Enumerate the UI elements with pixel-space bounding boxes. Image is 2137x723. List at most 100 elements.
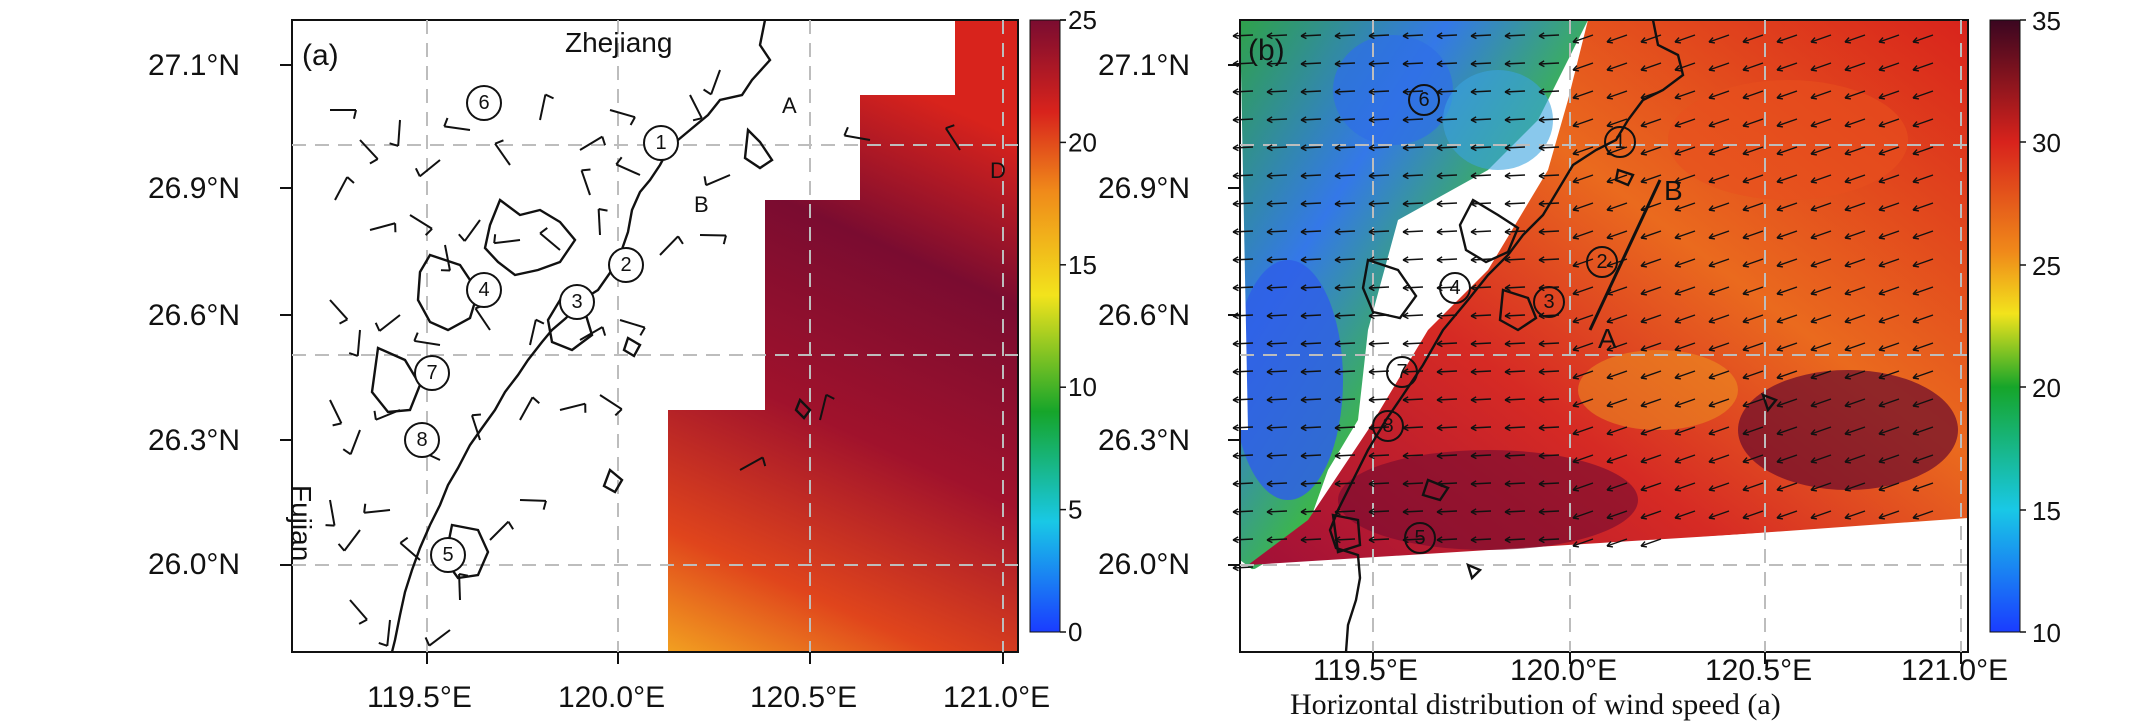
wind-vector-head bbox=[1402, 315, 1409, 320]
wind-vector-head bbox=[1606, 65, 1612, 71]
wind-vector bbox=[1810, 90, 1832, 99]
wind-vector-head bbox=[1742, 429, 1748, 435]
wind-vector-head bbox=[1504, 452, 1511, 457]
wind-barb bbox=[458, 573, 461, 601]
wind-vector-head bbox=[1640, 69, 1648, 72]
wind-vector bbox=[1606, 398, 1628, 407]
wind-vector bbox=[1334, 118, 1356, 121]
wind-vector bbox=[1232, 286, 1254, 289]
wind-vector bbox=[1232, 118, 1254, 121]
wind-vector bbox=[1300, 510, 1322, 513]
wind-barb bbox=[494, 239, 521, 245]
wind-vector-head bbox=[1742, 65, 1748, 71]
wind-vector bbox=[1572, 482, 1594, 491]
wind-vector-head bbox=[1572, 513, 1578, 519]
wind-vector-head bbox=[1538, 60, 1545, 65]
wind-vector-head bbox=[1402, 32, 1409, 37]
wind-vector bbox=[1640, 314, 1662, 323]
wind-vector-head bbox=[1572, 65, 1578, 71]
wind-vector-head bbox=[1436, 399, 1443, 404]
wind-vector-head bbox=[1878, 181, 1886, 184]
svg-text:7: 7 bbox=[1396, 361, 1407, 383]
wind-vector-head bbox=[1674, 317, 1680, 323]
wind-vector bbox=[1504, 342, 1526, 345]
wind-vector-head bbox=[1334, 144, 1341, 149]
wind-vector-head bbox=[1912, 265, 1920, 268]
wind-vector-head bbox=[1436, 231, 1443, 236]
wind-vector bbox=[1266, 118, 1288, 121]
wind-vector bbox=[1300, 538, 1322, 541]
wind-vector-head bbox=[1776, 349, 1784, 352]
wind-vector-head bbox=[1674, 209, 1682, 212]
wind-vector-head bbox=[1436, 172, 1443, 177]
wind-vector bbox=[1606, 370, 1628, 379]
wind-vector-head bbox=[1776, 489, 1784, 492]
wind-vector-head bbox=[1538, 343, 1545, 348]
wind-vector bbox=[1300, 482, 1322, 485]
wind-vector-head bbox=[1912, 373, 1918, 379]
wind-vector-head bbox=[1402, 340, 1409, 345]
wind-vector-head bbox=[1844, 513, 1850, 519]
wind-vector bbox=[1844, 34, 1866, 43]
wind-vector-head bbox=[1572, 41, 1580, 44]
wind-vector-head bbox=[1640, 321, 1648, 324]
wind-vector bbox=[1606, 538, 1628, 547]
wind-vector-head bbox=[1368, 371, 1375, 376]
wind-vector-head bbox=[1436, 480, 1443, 485]
wind-vector-head bbox=[1776, 345, 1782, 351]
wind-vector-head bbox=[1402, 371, 1409, 376]
wind-vector bbox=[1742, 398, 1764, 407]
wind-vector-head bbox=[1436, 116, 1443, 121]
wind-vector bbox=[1674, 146, 1696, 155]
wind-vector-head bbox=[1470, 455, 1477, 460]
wind-vector-head bbox=[1402, 427, 1409, 432]
wind-vector-head bbox=[1572, 373, 1578, 379]
wind-vector bbox=[1674, 398, 1696, 407]
wind-vector-head bbox=[1538, 368, 1545, 373]
longitude-ticks: 119.5°E 120.0°E 120.5°E 121.0°E bbox=[367, 681, 1050, 714]
wind-vector-head bbox=[1810, 433, 1818, 436]
wind-barb-feather bbox=[639, 327, 646, 336]
wind-vector bbox=[1708, 454, 1730, 463]
wind-barb bbox=[386, 619, 391, 646]
wind-barb bbox=[844, 134, 871, 141]
wind-vector-head bbox=[1504, 511, 1511, 516]
wind-vector-head bbox=[1266, 511, 1273, 516]
wind-barb-feather bbox=[342, 448, 352, 456]
wind-vector-head bbox=[1708, 289, 1714, 295]
wind-vector-head bbox=[1708, 41, 1716, 44]
wind-vector-head bbox=[1504, 315, 1511, 320]
wind-vector-head bbox=[1572, 429, 1578, 435]
wind-vector-head bbox=[1436, 147, 1443, 152]
svg-text:8: 8 bbox=[1382, 415, 1393, 437]
wind-vector-head bbox=[1640, 401, 1646, 407]
wind-vector bbox=[1878, 482, 1900, 491]
wind-vector bbox=[1538, 202, 1560, 205]
wind-vector bbox=[1912, 90, 1934, 99]
wind-vector-head bbox=[1538, 455, 1545, 460]
wind-vector-head bbox=[1912, 65, 1918, 71]
wind-vector-head bbox=[1742, 321, 1750, 324]
wind-vector-head bbox=[1266, 147, 1273, 152]
wind-vector-head bbox=[1640, 65, 1646, 71]
wind-vector bbox=[1844, 258, 1866, 267]
colorbar-a-tick: 20 bbox=[1068, 127, 1097, 157]
wind-vector-head bbox=[1334, 203, 1341, 208]
wind-barb bbox=[378, 314, 401, 332]
wind-vector bbox=[1606, 174, 1628, 183]
wind-vector bbox=[1912, 286, 1934, 295]
wind-vector-head bbox=[1810, 321, 1818, 324]
wind-vector-head bbox=[1470, 116, 1477, 121]
wind-vector-head bbox=[1572, 405, 1580, 408]
wind-barb bbox=[343, 529, 361, 552]
wind-vector-head bbox=[1504, 340, 1511, 345]
svg-text:4: 4 bbox=[1449, 277, 1460, 299]
wind-vector-head bbox=[1470, 256, 1477, 261]
svg-text:5: 5 bbox=[1414, 527, 1425, 549]
wind-vector-head bbox=[1436, 424, 1443, 429]
wind-vector bbox=[1368, 90, 1390, 93]
wind-vector-head bbox=[1300, 231, 1307, 236]
wind-vector bbox=[1470, 258, 1492, 261]
wind-vector-head bbox=[1504, 231, 1511, 236]
wind-vector-head bbox=[1232, 172, 1239, 177]
